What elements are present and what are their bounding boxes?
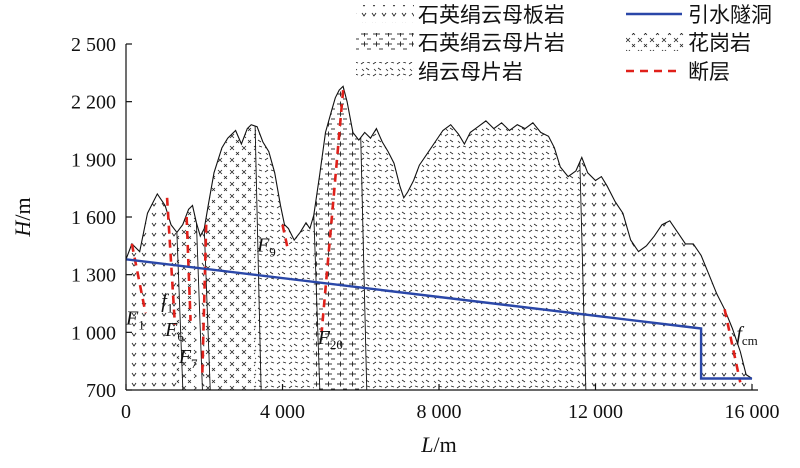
rock-boundary-line (176, 232, 184, 391)
fault-label: F6 (164, 319, 184, 344)
fault-line (185, 216, 192, 321)
y-tick-label: 1 300 (71, 265, 116, 287)
legend-label: 花岗岩 (688, 31, 751, 55)
axes: 0 4 000 8 000 12 000 16 000 700 1 000 1 300 1 6… (71, 34, 780, 423)
rock-zone-schist_s (360, 86, 580, 390)
fault-label-subscript: 9 (269, 245, 276, 260)
fault-label: f1 (161, 290, 173, 315)
legend-label: 绢云母片岩 (418, 60, 523, 84)
x-tick-label: 8 000 (417, 401, 462, 423)
y-tick-label: 1 000 (71, 322, 116, 344)
fault-label: F9 (256, 235, 276, 260)
fault-label-name: f (161, 290, 169, 312)
rock-boundary-line (360, 137, 368, 391)
y-axis-label-var: H (10, 220, 35, 238)
legend-label: 断层 (688, 60, 730, 84)
fault-label-subscript: 6 (177, 329, 184, 344)
x-tick-label: 12 000 (568, 401, 623, 423)
rock-boundary-line (195, 222, 203, 391)
fault-label: fcm (736, 323, 757, 348)
legend-item-tunnel: 引水隧洞 (626, 3, 772, 27)
fault-label-subscript: 7 (191, 356, 198, 371)
fault-label-subscript: 1 (138, 318, 145, 333)
rock-boundary-line (254, 126, 262, 391)
fault-line (130, 243, 147, 314)
fault-label-subscript: cm (742, 333, 758, 348)
tunnel-line (125, 258, 752, 380)
rock-zone-granite (204, 86, 256, 390)
legend-swatch (356, 62, 414, 80)
fault-label: F20 (317, 327, 343, 352)
fault-label-name: F (164, 319, 178, 341)
legend-item-fault: 断层 (626, 60, 730, 84)
fault-label-subscript: 1 (167, 300, 174, 315)
y-tick-label: 700 (86, 380, 116, 402)
fault-lines (130, 90, 742, 383)
x-ticks: 0 4 000 8 000 12 000 16 000 (121, 384, 780, 423)
terrain-profile-line (125, 85, 753, 379)
legend-item-schist_qp: 石英绢云母片岩 (356, 31, 565, 55)
y-tick-label: 1 900 (71, 149, 116, 171)
legend-swatch (626, 33, 684, 51)
fault-line (320, 90, 345, 333)
x-tick-label: 0 (121, 401, 131, 423)
y-tick-label: 2 200 (71, 92, 116, 114)
rock-zone-schist_s (255, 86, 314, 390)
legend-label: 石英绢云母片岩 (418, 31, 565, 55)
x-axis-label-var: L (420, 432, 433, 457)
legend-item-schist_s: 绢云母片岩 (356, 60, 523, 84)
legend-label: 引水隧洞 (688, 3, 772, 27)
fault-line (200, 224, 208, 375)
rock-boundary-line (313, 215, 321, 391)
x-axis-label: L/m (420, 432, 456, 457)
y-axis-label-unit: /m (10, 197, 35, 220)
x-tick-label: 4 000 (260, 401, 305, 423)
fault-label-name: f (736, 323, 744, 345)
fault-line (281, 224, 290, 252)
legend-item-schist_qs: 石英绢云母板岩 (356, 3, 565, 27)
rock-boundary-line (579, 161, 587, 391)
legend-item-granite: 花岗岩 (626, 31, 751, 55)
legend-swatch (356, 5, 414, 23)
y-ticks: 700 1 000 1 300 1 600 1 900 2 200 2 500 (71, 34, 132, 402)
rock-zone-schist_qs (196, 86, 205, 390)
y-tick-label: 1 600 (71, 207, 116, 229)
fault-label-name: F (317, 327, 331, 349)
x-axis-label-unit: /m (434, 432, 457, 457)
fault-label-name: F (125, 308, 139, 330)
rock-zones (126, 86, 752, 390)
x-tick-label: 16 000 (725, 401, 780, 423)
y-tick-label: 2 500 (71, 34, 116, 56)
rock-zone-schist_qs (579, 86, 752, 390)
fault-label: F1 (125, 308, 145, 333)
fault-label-name: F (256, 235, 270, 257)
fault-label-name: F (178, 346, 192, 368)
legend-label: 石英绢云母板岩 (418, 3, 565, 27)
legend-swatch (356, 33, 414, 51)
fault-line (165, 197, 177, 325)
fault-label-subscript: 20 (330, 337, 343, 352)
y-axis-label: H/m (10, 197, 35, 237)
fault-label: F7 (178, 346, 198, 371)
fault-line (723, 308, 742, 383)
